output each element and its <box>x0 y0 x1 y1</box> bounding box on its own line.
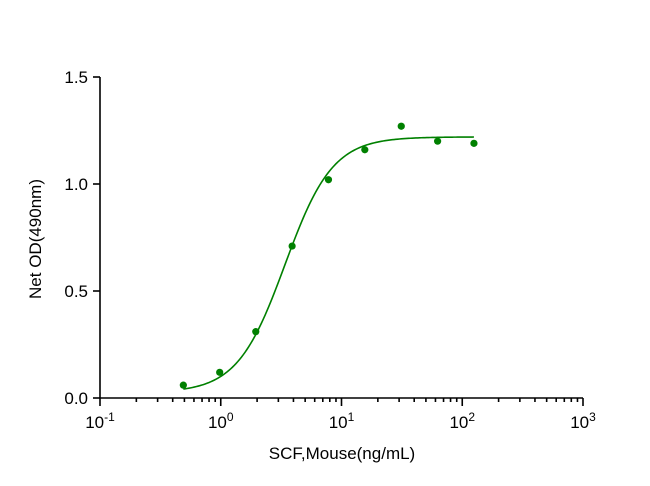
x-axis: 10-1 100 101 102 103 <box>85 397 596 432</box>
y-tick-label: 1.0 <box>64 175 88 194</box>
y-axis-title: Net OD(490nm) <box>26 179 45 299</box>
data-point <box>434 137 442 145</box>
y-tick-label: 0.5 <box>64 282 88 301</box>
y-axis: 0.0 0.5 1.0 1.5 <box>64 68 101 408</box>
data-point <box>179 381 187 389</box>
data-point <box>470 139 478 147</box>
data-point <box>397 122 405 130</box>
data-point <box>324 176 333 184</box>
data-point <box>216 368 224 376</box>
data-point <box>252 328 260 336</box>
x-tick-label: 101 <box>329 410 355 432</box>
x-tick-label: 100 <box>208 410 234 432</box>
x-tick-label: 102 <box>449 410 475 432</box>
y-tick-label: 1.5 <box>64 68 88 87</box>
plot-area <box>179 122 478 390</box>
data-point <box>288 242 296 250</box>
x-tick-label: 10-1 <box>85 410 115 432</box>
y-tick-label: 0.0 <box>64 389 88 408</box>
x-tick-label: 103 <box>570 410 596 432</box>
x-axis-title: SCF,Mouse(ng/mL) <box>269 444 415 463</box>
data-point <box>361 146 369 154</box>
fit-curve <box>183 136 474 390</box>
